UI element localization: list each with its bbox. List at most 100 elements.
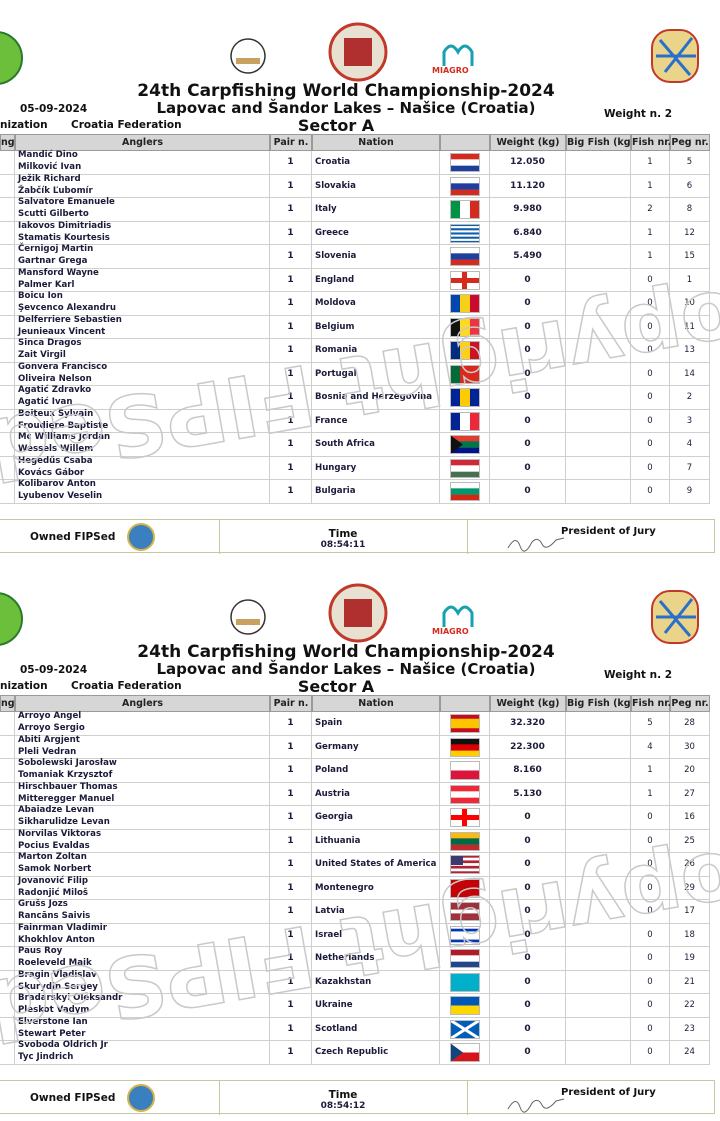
- pair-number: 1: [287, 835, 294, 846]
- cell: [566, 362, 631, 386]
- peg-number: 17: [684, 906, 695, 916]
- cell: 1: [631, 221, 670, 245]
- angler: Pleskot Vadym: [18, 1005, 90, 1015]
- flag-header: [440, 695, 490, 712]
- cell: [0, 409, 15, 433]
- cell: [566, 712, 631, 736]
- fish-count: 1: [647, 788, 653, 799]
- cell: 1: [631, 759, 670, 783]
- cell: [440, 362, 490, 386]
- cell: 1: [270, 268, 312, 292]
- flag: [450, 972, 480, 992]
- cell: 0: [490, 853, 566, 877]
- organization-label: nization: [0, 680, 48, 692]
- logo-sponsor: [442, 44, 474, 66]
- logo-fipsed: [230, 38, 266, 74]
- pair-number: 1: [287, 227, 294, 238]
- angler: Sikharulidze Levan: [18, 817, 110, 827]
- cell: 11.120: [490, 174, 566, 198]
- cell: 27: [670, 782, 710, 806]
- fish-count: 2: [647, 204, 653, 214]
- fish-count: 1: [647, 227, 653, 238]
- angler: Sinca Dragos: [18, 338, 82, 348]
- cell: 0: [490, 947, 566, 971]
- peg-number: 20: [684, 765, 695, 775]
- cell: 1: [270, 1017, 312, 1041]
- cell: Slovakia: [312, 174, 440, 198]
- cell: [0, 782, 15, 806]
- cell: Latvia: [312, 900, 440, 924]
- cell: 5.490: [490, 245, 566, 269]
- cell: Slovenia: [312, 245, 440, 269]
- cell: 25: [670, 829, 710, 853]
- cell: 0: [490, 268, 566, 292]
- cell: 0: [631, 292, 670, 316]
- peg-number: 6: [686, 180, 693, 191]
- cell: 0: [631, 923, 670, 947]
- cell: Fainrman Vladimir Khokhlov Anton: [15, 923, 270, 947]
- angler: Jovanović Filip: [18, 875, 89, 886]
- fish-count: 0: [647, 976, 653, 987]
- flag: [450, 761, 480, 780]
- flag: [450, 200, 480, 219]
- flag: [450, 878, 480, 898]
- cell: 0: [631, 386, 670, 410]
- angler: Iakovos Dimitriadis: [18, 220, 112, 231]
- cell: Salvatore Emanuele Scutti Gilberto: [15, 197, 270, 222]
- table-row: Sobolewski Jarosław Tomaniak Krzysztof 1 Po…: [0, 758, 710, 783]
- cell: Czech Republic: [312, 1041, 440, 1065]
- peg-number: 14: [684, 368, 695, 379]
- peg-number: 7: [686, 462, 693, 473]
- nation: Hungary: [315, 462, 357, 473]
- angler: Wessels Willem: [18, 444, 94, 454]
- angler: Kolibarov Anton: [18, 479, 96, 489]
- cell: 9: [670, 480, 710, 504]
- fish-count: 0: [647, 392, 653, 402]
- angler: Bragin Vladislav: [18, 969, 97, 980]
- peg-number: 25: [684, 835, 695, 846]
- cell: [440, 386, 490, 410]
- cell: 1: [270, 876, 312, 900]
- pair-number: 1: [287, 1047, 294, 1057]
- cell: United States of America: [312, 853, 440, 877]
- cell: 0: [490, 1041, 566, 1065]
- cell: [440, 456, 490, 480]
- angler: Černigoj Martin: [18, 244, 94, 254]
- angler: Pleli Vedran: [18, 746, 77, 757]
- cell: 0: [490, 900, 566, 924]
- weight: 0: [524, 812, 531, 822]
- flag: [450, 341, 480, 360]
- cell: 1: [270, 782, 312, 806]
- angler: Sobolewski Jarosław: [18, 758, 117, 768]
- cell: Portugal: [312, 362, 440, 386]
- subtitle: Lapovac and Šandor Lakes – Našice (Croat…: [156, 99, 536, 117]
- nation: Bulgaria: [315, 486, 356, 496]
- pair-number: 1: [287, 486, 294, 496]
- flag-header: [440, 134, 490, 151]
- cell: Mandić Dino Milković Ivan: [15, 150, 270, 175]
- logo-fipsed: [230, 599, 266, 635]
- pair-number: 1: [287, 788, 294, 799]
- cell: 0: [490, 386, 566, 410]
- flag: [450, 153, 480, 172]
- nation: Spain: [315, 718, 343, 728]
- cell: Boicu Ion Şevcenco Alexandru: [15, 291, 270, 316]
- cell: Spain: [312, 712, 440, 736]
- weight-number: Weight n. 2: [604, 108, 673, 120]
- cell: 1: [270, 339, 312, 363]
- sheet: MIAGRO 24th Carpfishing World Championshi…: [0, 0, 720, 560]
- cell: 24: [670, 1041, 710, 1065]
- nation: Slovakia: [315, 180, 356, 191]
- angler: Lyubenov Veselin: [18, 491, 103, 501]
- flag: [450, 855, 480, 874]
- cell: 13: [670, 339, 710, 363]
- pair-number: 1: [287, 321, 294, 332]
- cell: Georgia: [312, 806, 440, 830]
- peg-number: 4: [686, 439, 693, 449]
- cell: Ježik Richard Žabčík Ľubomír: [15, 174, 270, 198]
- organization: Croatia Federation: [71, 680, 182, 692]
- fish-count: 0: [647, 486, 653, 496]
- table-row: Grušs Jozs Rancāns Saivis 1 Latvia 0 0 17: [0, 899, 710, 924]
- table-row: Abiti Argjent Pleli Vedran 1 Germany 22.300 4…: [0, 735, 710, 759]
- cell: 1: [631, 782, 670, 806]
